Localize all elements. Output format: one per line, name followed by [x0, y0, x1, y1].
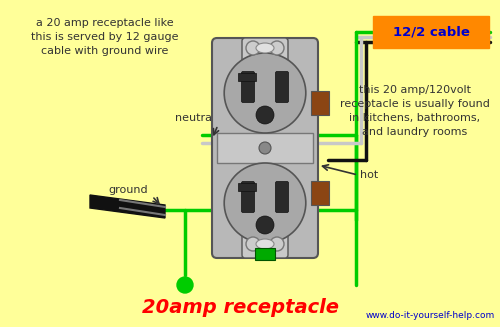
- Bar: [238, 73, 256, 81]
- Circle shape: [177, 277, 193, 293]
- Ellipse shape: [256, 43, 274, 53]
- Circle shape: [259, 142, 271, 154]
- Text: neutral: neutral: [175, 113, 215, 123]
- Ellipse shape: [256, 239, 274, 249]
- Ellipse shape: [224, 163, 306, 243]
- FancyBboxPatch shape: [242, 38, 288, 66]
- Text: 12/2 cable: 12/2 cable: [392, 26, 469, 39]
- Circle shape: [256, 106, 274, 124]
- Bar: [217, 133, 313, 163]
- Text: hot: hot: [360, 170, 378, 180]
- Ellipse shape: [224, 53, 306, 133]
- Circle shape: [256, 216, 274, 234]
- Circle shape: [246, 237, 260, 251]
- Text: this 20 amp/120volt
receptacle is usually found
in kitchens, bathrooms,
and laun: this 20 amp/120volt receptacle is usuall…: [340, 85, 490, 137]
- FancyBboxPatch shape: [242, 230, 288, 258]
- FancyBboxPatch shape: [212, 38, 318, 258]
- Polygon shape: [90, 195, 165, 218]
- Circle shape: [270, 237, 284, 251]
- FancyBboxPatch shape: [373, 16, 489, 48]
- Circle shape: [270, 41, 284, 55]
- Text: ground: ground: [108, 185, 148, 195]
- FancyBboxPatch shape: [276, 72, 288, 102]
- Text: 20amp receptacle: 20amp receptacle: [142, 298, 338, 317]
- FancyBboxPatch shape: [242, 181, 254, 213]
- Circle shape: [246, 41, 260, 55]
- Bar: [311, 91, 329, 115]
- Bar: [311, 181, 329, 205]
- Text: a 20 amp receptacle like
this is served by 12 gauge
cable with ground wire: a 20 amp receptacle like this is served …: [31, 18, 179, 56]
- Bar: [255, 248, 275, 260]
- Bar: [238, 183, 256, 191]
- FancyBboxPatch shape: [242, 72, 254, 102]
- Text: www.do-it-yourself-help.com: www.do-it-yourself-help.com: [366, 311, 495, 320]
- FancyBboxPatch shape: [276, 181, 288, 213]
